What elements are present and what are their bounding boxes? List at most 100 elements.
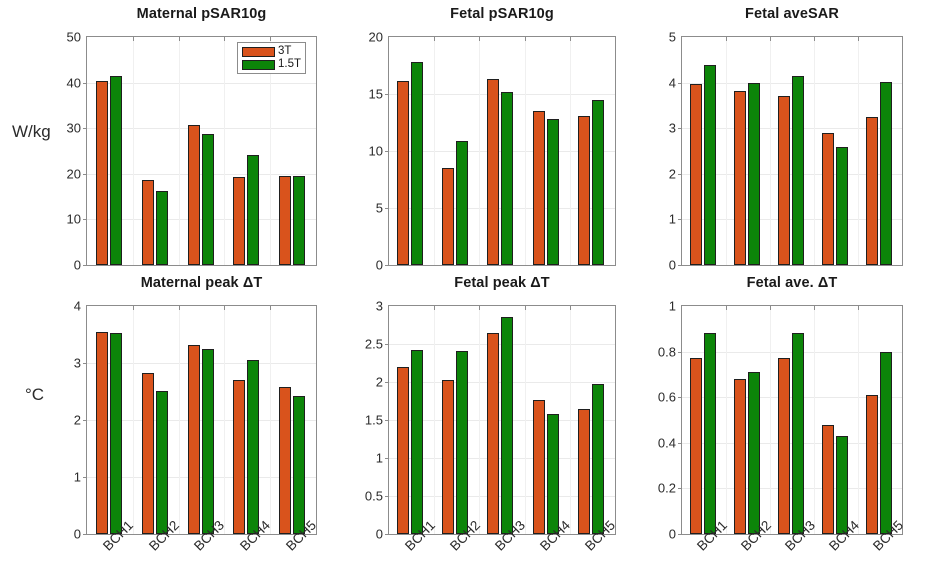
plot-area-0: 0 10 20 30 40 50 bbox=[67, 30, 317, 273]
y-tick-label: 3 bbox=[668, 120, 676, 136]
bar-BCH5-3T bbox=[577, 116, 590, 265]
bar-BCH5-3T bbox=[279, 387, 292, 534]
bar-BCH4-1.5T bbox=[247, 360, 260, 534]
bar-BCH1-1.5T bbox=[411, 62, 423, 265]
plot-area-5: 0 0.2 0.4 0.6 0.8 1 bbox=[658, 299, 903, 542]
y-tick-label: 0 bbox=[73, 257, 81, 273]
bar-group-BCH3 bbox=[770, 37, 814, 265]
x-gridline bbox=[570, 306, 571, 534]
y-tick-mark bbox=[83, 265, 87, 266]
x-tick-mark bbox=[179, 37, 180, 41]
bar-group-BCH3 bbox=[770, 306, 814, 534]
legend-swatch-3T bbox=[242, 46, 275, 57]
bar-group-BCH4 bbox=[525, 306, 570, 534]
bar-BCH2-1.5T bbox=[748, 372, 760, 534]
panel-title-5: Fetal ave. ΔT bbox=[746, 275, 838, 291]
x-tick-mark bbox=[479, 306, 480, 310]
x-tick-mark bbox=[224, 306, 225, 310]
bar-BCH4-1.5T bbox=[546, 119, 559, 265]
legend-entry-1.5T[interactable]: 1.5T bbox=[242, 58, 301, 70]
y-tick-label: 3 bbox=[375, 298, 383, 314]
bar-BCH4-3T bbox=[233, 177, 246, 265]
x-gridline bbox=[770, 37, 771, 265]
x-tick-mark bbox=[270, 37, 271, 41]
y-tick-mark bbox=[83, 174, 87, 175]
y-tick-mark bbox=[385, 382, 389, 383]
bars-layer-1 bbox=[389, 37, 615, 265]
x-gridline bbox=[858, 306, 859, 534]
x-gridline bbox=[814, 37, 815, 265]
x-tick-mark bbox=[434, 37, 435, 41]
bar-group-BCH4 bbox=[224, 306, 270, 534]
bar-group-BCH2 bbox=[434, 306, 479, 534]
bar-group-BCH3 bbox=[479, 37, 524, 265]
bar-BCH1-1.5T bbox=[704, 65, 716, 265]
y-tick-mark bbox=[83, 219, 87, 220]
legend[interactable]: 3T 1.5T bbox=[237, 42, 307, 74]
y-tick-label: 5 bbox=[375, 200, 383, 216]
y-tick-mark bbox=[385, 265, 389, 266]
x-gridline bbox=[434, 37, 435, 265]
bar-BCH2-3T bbox=[734, 379, 746, 534]
x-tick-mark bbox=[270, 306, 271, 310]
x-tick-mark bbox=[726, 306, 727, 310]
bar-BCH4-1.5T bbox=[247, 155, 260, 265]
row-unit-label-0: W/kg bbox=[12, 122, 51, 141]
x-gridline bbox=[726, 306, 727, 534]
y-tick-mark bbox=[678, 534, 682, 535]
x-gridline bbox=[133, 306, 134, 534]
bars-layer-2 bbox=[682, 37, 902, 265]
y-tick-mark bbox=[678, 219, 682, 220]
y-tick-mark bbox=[83, 534, 87, 535]
bars-layer-5 bbox=[682, 306, 902, 534]
x-gridline bbox=[270, 306, 271, 534]
x-tick-mark bbox=[770, 37, 771, 41]
bar-BCH3-1.5T bbox=[501, 92, 514, 265]
bar-group-BCH4 bbox=[224, 37, 270, 265]
y-tick-label: 20 bbox=[66, 166, 81, 182]
bar-BCH2-1.5T bbox=[456, 141, 469, 265]
plot-area-1: 0 5 10 15 20 bbox=[369, 30, 616, 273]
x-tick-mark bbox=[179, 306, 180, 310]
x-gridline bbox=[179, 37, 180, 265]
bar-BCH5-1.5T bbox=[293, 176, 306, 265]
y-tick-mark bbox=[385, 534, 389, 535]
bar-BCH5-1.5T bbox=[591, 100, 604, 265]
y-tick-label: 4 bbox=[668, 75, 676, 91]
y-gridline bbox=[87, 83, 316, 84]
panel-title-2: Fetal aveSAR bbox=[745, 6, 839, 22]
y-tick-mark bbox=[83, 420, 87, 421]
bar-group-BCH1 bbox=[87, 37, 133, 265]
bar-BCH1-1.5T bbox=[411, 350, 423, 534]
y-tick-label: 50 bbox=[66, 29, 81, 45]
x-tick-mark bbox=[770, 306, 771, 310]
x-gridline bbox=[224, 306, 225, 534]
bar-group-BCH5 bbox=[570, 306, 615, 534]
bar-group-BCH1 bbox=[682, 306, 726, 534]
bar-group-BCH1 bbox=[389, 37, 434, 265]
y-tick-mark bbox=[385, 208, 389, 209]
bar-BCH1-1.5T bbox=[110, 333, 122, 534]
y-tick-label: 4 bbox=[73, 298, 81, 314]
y-tick-label: 0 bbox=[375, 526, 383, 542]
bar-group-BCH1 bbox=[682, 37, 726, 265]
y-tick-label: 15 bbox=[368, 86, 383, 102]
x-gridline bbox=[224, 37, 225, 265]
x-tick-mark bbox=[434, 306, 435, 310]
legend-swatch-1.5T bbox=[242, 59, 275, 70]
legend-entry-3T[interactable]: 3T bbox=[242, 45, 301, 57]
bar-group-BCH5 bbox=[270, 37, 316, 265]
bar-BCH4-3T bbox=[822, 425, 834, 534]
x-gridline bbox=[270, 37, 271, 265]
y-gridline bbox=[87, 128, 316, 129]
y-tick-label: 0 bbox=[668, 257, 676, 273]
bar-group-BCH5 bbox=[858, 37, 902, 265]
bar-BCH1-1.5T bbox=[110, 76, 122, 265]
